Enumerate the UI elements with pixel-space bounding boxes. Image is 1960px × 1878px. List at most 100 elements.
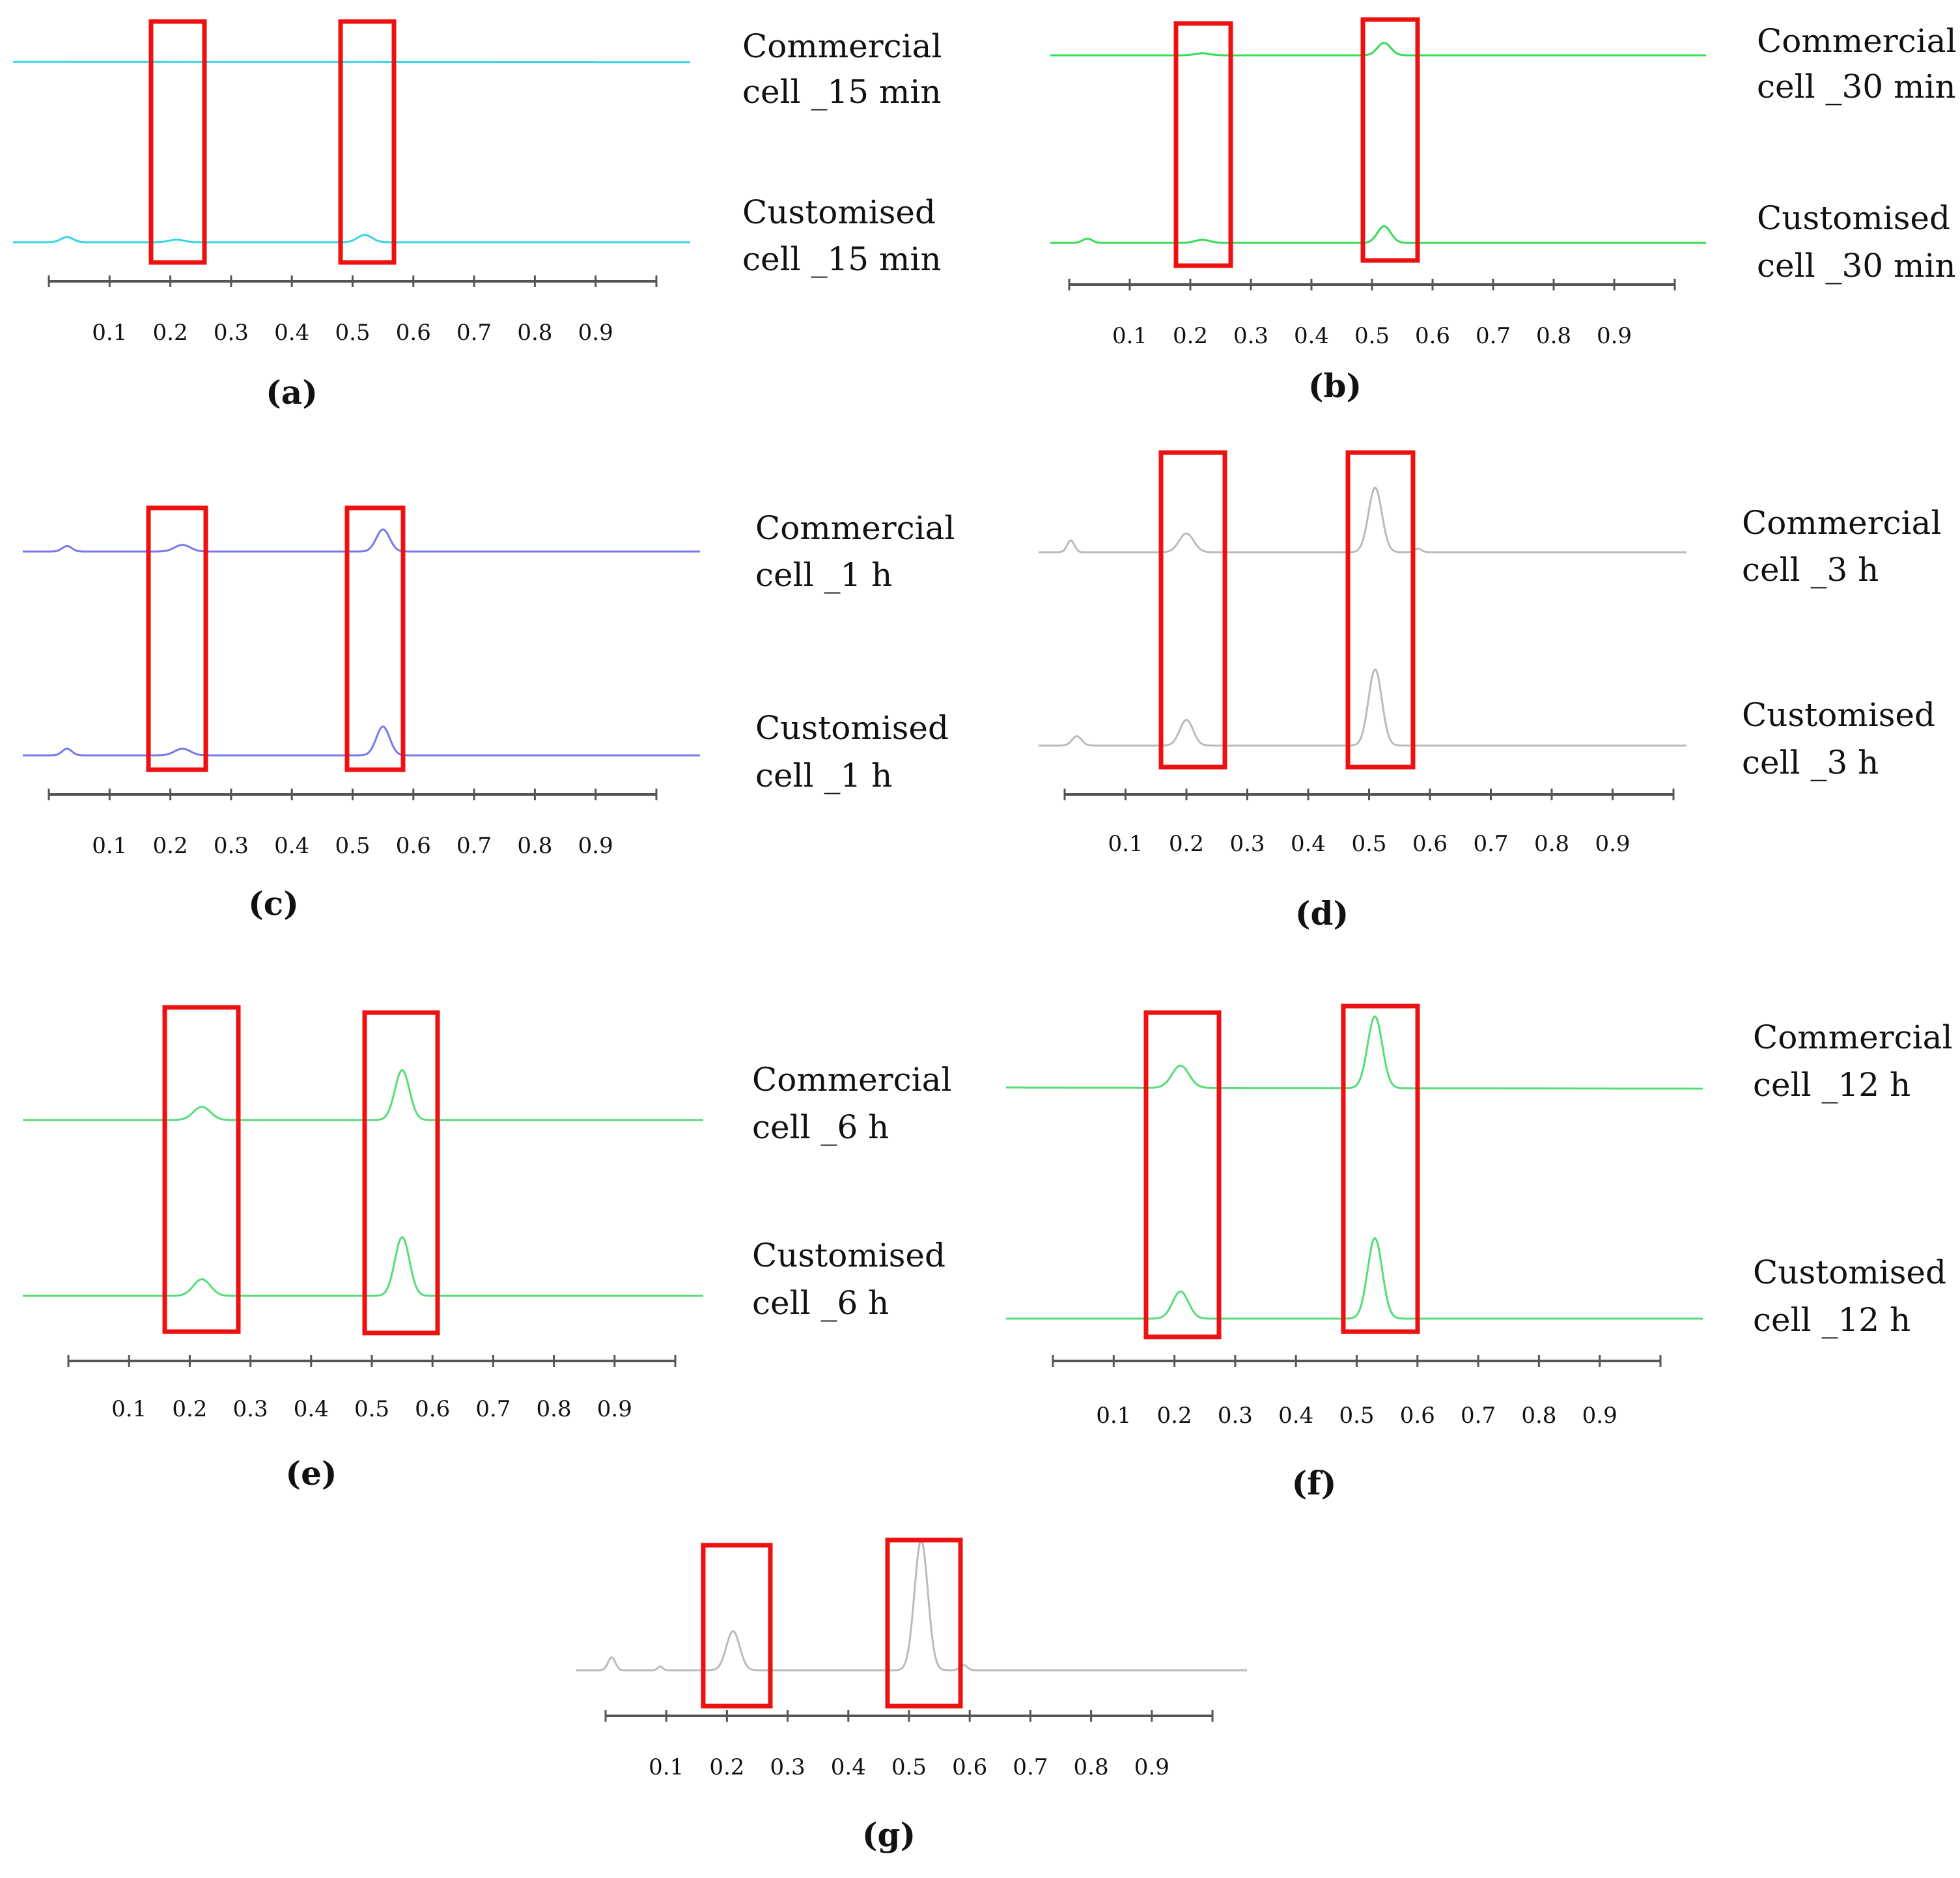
tick-label: 0.9 — [597, 1396, 632, 1422]
tick-label: 0.8 — [517, 320, 552, 346]
highlight-box-0.5-0.59 — [344, 505, 406, 772]
tick-label: 0.3 — [1229, 831, 1265, 857]
tick-label: 0.9 — [1582, 1403, 1617, 1429]
tick-label: 0.7 — [1473, 831, 1508, 857]
tick-label: 0.3 — [1218, 1403, 1253, 1429]
tick-label: 0.2 — [709, 1754, 744, 1780]
tick-label: 0.6 — [415, 1396, 450, 1422]
tick-label: 0.4 — [274, 320, 309, 346]
tick-label: 0.5 — [891, 1754, 927, 1780]
tick-label: 0.6 — [952, 1754, 987, 1780]
tick-label: 0.4 — [831, 1754, 866, 1780]
panel-f: 0.1 0.2 0.3 0.4 0.5 0.6 0.7 0.8 0.9 Commercial cel… — [1006, 1003, 1952, 1502]
panel-d: 0.1 0.2 0.3 0.4 0.5 0.6 0.7 0.8 0.9 Commercial cel… — [1039, 450, 1941, 932]
panel-caption: (c) — [248, 884, 299, 923]
tick-label: 0.8 — [1521, 1403, 1556, 1429]
tick-label: 0.5 — [335, 320, 370, 346]
tick-label: 0.6 — [1400, 1403, 1435, 1429]
series-label: Commercial — [755, 509, 955, 547]
series-label: cell _3 h — [1742, 551, 1879, 589]
panel-e: 0.1 0.2 0.3 0.4 0.5 0.6 0.7 0.8 0.9 Commercial cel… — [23, 1005, 951, 1493]
tick-label: 0.7 — [1013, 1754, 1048, 1780]
tick-label: 0.4 — [274, 833, 309, 859]
series-label: Customised — [1742, 696, 1935, 734]
series-label: cell _15 min — [742, 240, 942, 278]
tick-label: 0.1 — [649, 1754, 684, 1780]
tick-label: 0.5 — [335, 833, 370, 859]
tick-label: 0.9 — [1134, 1754, 1169, 1780]
tick-label: 0.2 — [1173, 323, 1208, 349]
panel-caption: (a) — [266, 373, 318, 412]
series-label: Commercial — [1742, 504, 1941, 542]
tick-label: 0.4 — [1291, 831, 1326, 857]
tick-label: 0.8 — [1074, 1754, 1109, 1780]
series-label: cell _3 h — [1742, 744, 1879, 781]
trace-commercial — [1050, 42, 1706, 57]
series-label: Commercial — [752, 1061, 951, 1099]
tick-label: 0.6 — [1415, 323, 1450, 349]
trace-customised — [1050, 225, 1706, 244]
series-label: cell _1 h — [755, 757, 892, 794]
tick-label: 0.3 — [770, 1754, 805, 1780]
highlight-box-0.18-0.27 — [1173, 21, 1233, 268]
tick-label: 0.5 — [1351, 831, 1386, 857]
tick-label: 0.3 — [1233, 323, 1268, 349]
series-label: cell _30 min — [1757, 68, 1956, 105]
series-label: Commercial — [1753, 1018, 1952, 1056]
panel-c: 0.1 0.2 0.3 0.4 0.5 0.6 0.7 0.8 0.9 Commercial cel… — [23, 505, 955, 923]
tick-label: 0.2 — [1169, 831, 1204, 857]
series-label: cell _30 min — [1757, 247, 1956, 285]
tick-label: 0.7 — [456, 320, 492, 346]
tick-label: 0.9 — [578, 833, 613, 859]
highlight-box-0.15-0.26 — [1158, 450, 1227, 770]
highlight-box-0.16-0.27 — [701, 1543, 773, 1709]
series-label: cell _1 h — [755, 556, 892, 594]
series-label: cell _6 h — [752, 1284, 889, 1322]
tick-label: 0.6 — [396, 833, 431, 859]
series-label: cell _12 h — [1753, 1301, 1911, 1339]
panel-caption: (b) — [1308, 367, 1362, 405]
trace-commercial — [1006, 1015, 1703, 1090]
tick-label: 0.1 — [1096, 1403, 1131, 1429]
tick-label: 0.7 — [1476, 323, 1511, 349]
trace-commercial — [23, 528, 700, 553]
highlight-box-0.17-0.26 — [146, 505, 208, 772]
tick-label: 0.2 — [153, 833, 188, 859]
tick-label: 0.8 — [537, 1396, 572, 1422]
tick-label: 0.1 — [111, 1396, 147, 1422]
series-label: Customised — [1753, 1254, 1946, 1291]
series-label: Commercial — [1757, 22, 1956, 60]
highlight-box-0.49-0.58 — [338, 19, 397, 265]
tick-label: 0.1 — [1112, 323, 1147, 349]
tick-label: 0.5 — [1339, 1403, 1374, 1429]
series-label: Commercial — [742, 27, 942, 65]
tick-label: 0.2 — [153, 320, 188, 346]
tick-label: 0.4 — [294, 1396, 329, 1422]
tick-label: 0.9 — [578, 320, 613, 346]
tick-label: 0.7 — [475, 1396, 511, 1422]
panel-g: 0.1 0.2 0.3 0.4 0.5 0.6 0.7 0.8 0.9 (g) — [576, 1537, 1247, 1854]
highlight-box-0.16-0.28 — [162, 1005, 241, 1334]
tick-label: 0.7 — [456, 833, 492, 859]
tick-label: 0.1 — [1108, 831, 1143, 857]
tick-label: 0.1 — [92, 320, 127, 346]
panel-a: 0.1 0.2 0.3 0.4 0.5 0.6 0.7 0.8 0.9 Commercial cel… — [13, 19, 942, 412]
tick-label: 0.6 — [1412, 831, 1448, 857]
trace-sample — [576, 1538, 1247, 1672]
tick-label: 0.5 — [1354, 323, 1390, 349]
panel-caption: (f) — [1292, 1464, 1337, 1502]
series-label: cell _15 min — [742, 73, 942, 111]
trace-customised — [23, 725, 700, 757]
panel-b: 0.1 0.2 0.3 0.4 0.5 0.6 0.7 0.8 0.9 Commercial cel… — [1050, 17, 1956, 405]
trace-commercial — [13, 61, 690, 64]
series-label: cell _6 h — [752, 1108, 889, 1146]
series-label: Customised — [742, 193, 936, 231]
series-label: Customised — [755, 709, 949, 747]
panel-caption: (d) — [1295, 894, 1349, 932]
tick-label: 0.4 — [1294, 323, 1329, 349]
tick-label: 0.8 — [1534, 831, 1569, 857]
highlight-box-0.49-0.61 — [362, 1010, 440, 1336]
tick-label: 0.3 — [214, 320, 249, 346]
trace-commercial — [1039, 486, 1687, 554]
